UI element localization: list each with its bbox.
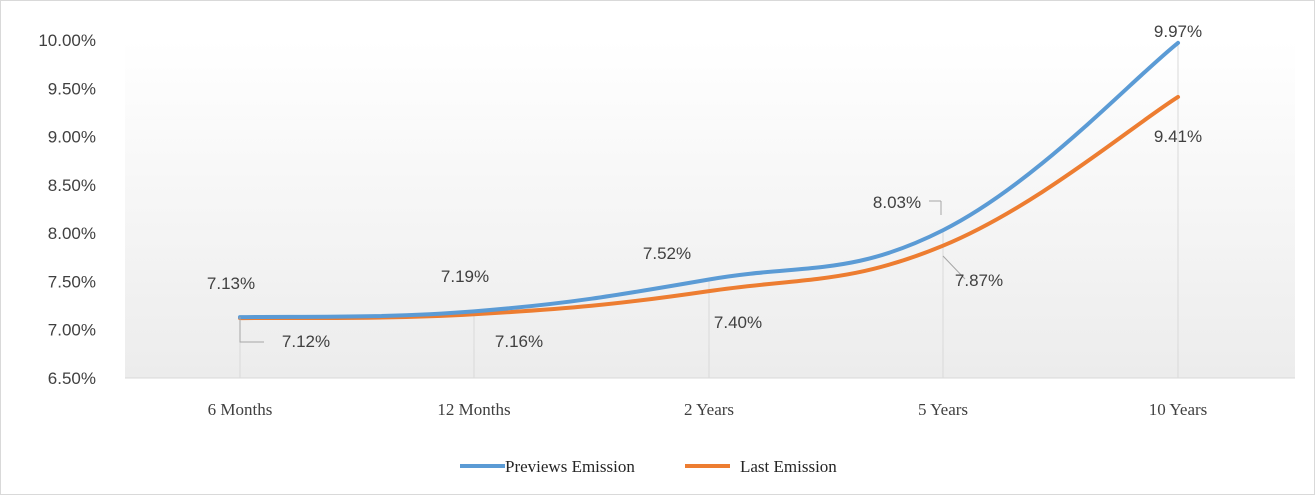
legend: Previews Emission Last Emission	[460, 457, 837, 476]
y-tick-label: 8.50%	[48, 176, 96, 195]
y-tick-label: 7.00%	[48, 321, 96, 340]
x-tick-label: 12 Months	[437, 400, 510, 419]
data-label-leader	[239, 317, 264, 343]
data-label: 9.97%	[1154, 22, 1202, 41]
data-label: 7.19%	[441, 267, 489, 286]
data-label: 7.13%	[207, 274, 255, 293]
series-line-previews-emission	[238, 40, 1180, 320]
y-tick-label: 7.50%	[48, 272, 96, 291]
data-label: 8.03%	[873, 193, 921, 212]
legend-label: Last Emission	[740, 457, 837, 476]
y-tick-label: 9.50%	[48, 79, 96, 98]
y-tick-label: 6.50%	[48, 369, 96, 388]
data-label: 7.52%	[643, 244, 691, 263]
y-tick-label: 8.00%	[48, 224, 96, 243]
y-tick-label: 10.00%	[38, 31, 96, 50]
y-tick-label: 9.00%	[48, 128, 96, 147]
x-tick-label: 2 Years	[684, 400, 734, 419]
data-label-leader	[942, 255, 966, 280]
data-label: 7.40%	[714, 313, 762, 332]
legend-label: Previews Emission	[505, 457, 635, 476]
data-label: 7.16%	[495, 332, 543, 351]
x-tick-label: 10 Years	[1149, 400, 1208, 419]
data-label: 7.87%	[955, 271, 1003, 290]
x-tick-label: 5 Years	[918, 400, 968, 419]
plot-area-background	[125, 40, 1295, 378]
x-tick-label: 6 Months	[208, 400, 273, 419]
data-label: 7.12%	[282, 332, 330, 351]
data-label: 9.41%	[1154, 127, 1202, 146]
